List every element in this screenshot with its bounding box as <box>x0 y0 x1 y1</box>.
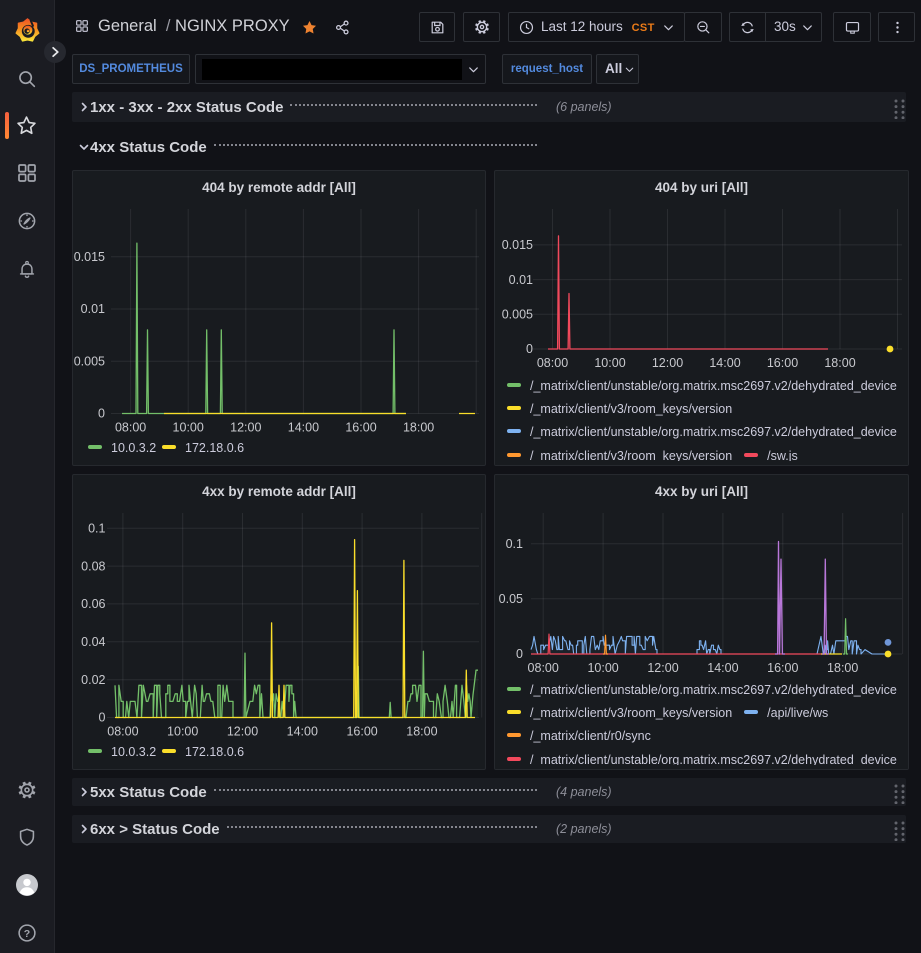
svg-text:16:00: 16:00 <box>346 725 377 739</box>
svg-text:0.015: 0.015 <box>74 250 105 264</box>
svg-text:10:00: 10:00 <box>173 421 204 435</box>
svg-text:12:00: 12:00 <box>230 421 261 435</box>
svg-text:0: 0 <box>98 407 105 421</box>
svg-text:12:00: 12:00 <box>652 356 683 370</box>
svg-text:0.015: 0.015 <box>502 238 533 252</box>
svg-text:16:00: 16:00 <box>767 356 798 370</box>
svg-text:0.01: 0.01 <box>509 273 533 287</box>
svg-text:14:00: 14:00 <box>288 421 319 435</box>
svg-text:0.06: 0.06 <box>81 597 105 611</box>
svg-text:16:00: 16:00 <box>345 421 376 435</box>
svg-text:0.1: 0.1 <box>506 537 523 551</box>
svg-text:08:00: 08:00 <box>528 661 559 675</box>
svg-text:18:00: 18:00 <box>403 421 434 435</box>
svg-text:?: ? <box>24 928 30 940</box>
svg-text:0: 0 <box>516 647 523 661</box>
svg-text:10:00: 10:00 <box>167 725 198 739</box>
svg-text:14:00: 14:00 <box>709 356 740 370</box>
svg-text:10:00: 10:00 <box>594 356 625 370</box>
svg-text:14:00: 14:00 <box>287 725 318 739</box>
svg-text:12:00: 12:00 <box>647 661 678 675</box>
svg-text:0.01: 0.01 <box>81 302 105 316</box>
svg-text:12:00: 12:00 <box>227 725 258 739</box>
svg-text:0.02: 0.02 <box>81 673 105 687</box>
svg-text:18:00: 18:00 <box>406 725 437 739</box>
svg-text:08:00: 08:00 <box>107 725 138 739</box>
svg-text:0.005: 0.005 <box>502 308 533 322</box>
svg-text:14:00: 14:00 <box>707 661 738 675</box>
svg-text:0.04: 0.04 <box>81 635 105 649</box>
svg-text:10:00: 10:00 <box>587 661 618 675</box>
svg-text:16:00: 16:00 <box>767 661 798 675</box>
svg-text:18:00: 18:00 <box>827 661 858 675</box>
svg-text:08:00: 08:00 <box>115 421 146 435</box>
svg-text:0.05: 0.05 <box>499 592 523 606</box>
svg-text:0.1: 0.1 <box>88 522 105 536</box>
svg-text:08:00: 08:00 <box>537 356 568 370</box>
svg-text:0: 0 <box>526 342 533 356</box>
svg-text:0: 0 <box>99 711 106 725</box>
svg-text:0.08: 0.08 <box>81 559 105 573</box>
svg-text:0.005: 0.005 <box>74 354 105 368</box>
svg-text:18:00: 18:00 <box>824 356 855 370</box>
